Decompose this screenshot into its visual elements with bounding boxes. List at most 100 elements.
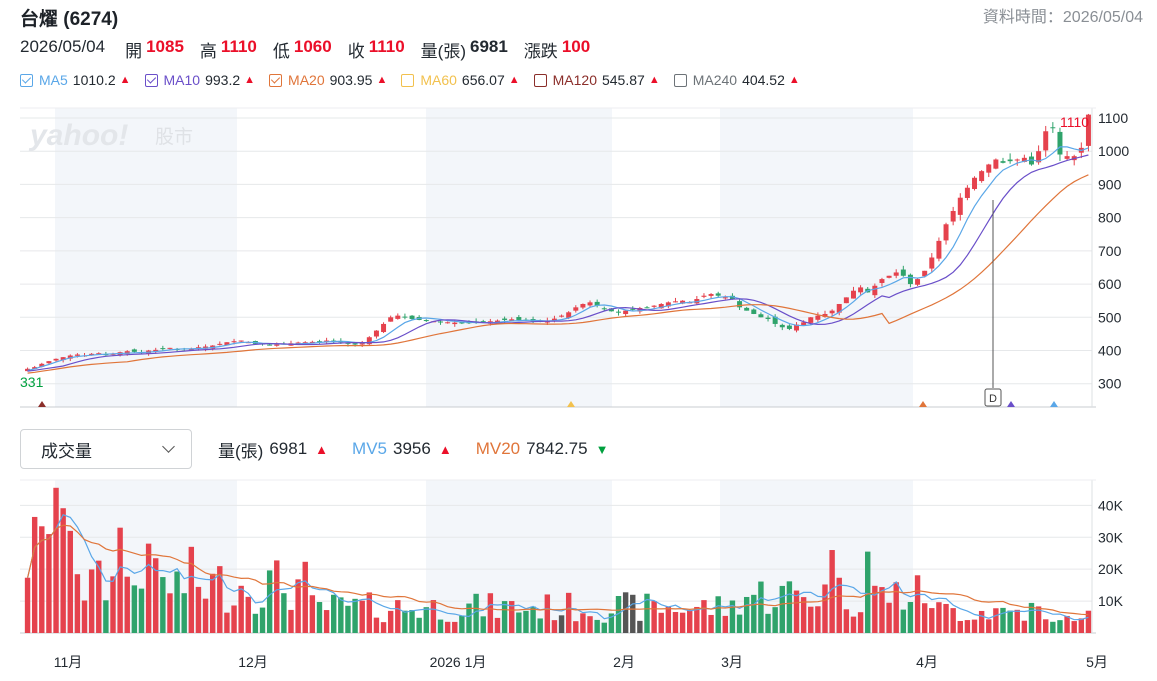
candle-body bbox=[701, 295, 707, 297]
ma-toggle-ma60[interactable]: MA60 656.07 ▲ bbox=[401, 72, 520, 88]
checkbox-ma20[interactable] bbox=[269, 73, 283, 87]
quote-low-value: 1060 bbox=[293, 37, 332, 56]
ma-toggle-ma120[interactable]: MA120 545.87 ▲ bbox=[533, 72, 660, 88]
ma-toggle-ma240[interactable]: MA240 404.52 ▲ bbox=[673, 72, 800, 88]
marker-label: D bbox=[989, 393, 997, 405]
quote-volume-value: 6981 bbox=[469, 37, 508, 56]
volume-bar bbox=[936, 602, 942, 633]
volume-bar bbox=[316, 602, 323, 633]
candle-body bbox=[551, 318, 557, 321]
candle-body bbox=[715, 293, 721, 296]
checkbox-ma5[interactable] bbox=[20, 73, 33, 87]
candle-body bbox=[644, 307, 650, 309]
volume-bar bbox=[687, 610, 693, 633]
ma-toggle-ma10[interactable]: MA10 993.2 ▲ bbox=[144, 72, 255, 88]
volume-bar bbox=[921, 603, 928, 633]
quote-bar: 2026/05/04 開 1085 高 1110 低 1060 收 1110 量… bbox=[20, 37, 606, 62]
volume-bar bbox=[1071, 621, 1077, 633]
candle-body bbox=[651, 305, 657, 307]
quote-change-value: 100 bbox=[561, 37, 591, 56]
candle-body bbox=[39, 363, 45, 367]
month-band bbox=[55, 108, 237, 407]
candle-body bbox=[907, 274, 913, 285]
volume-bar bbox=[893, 582, 899, 633]
month-band bbox=[426, 108, 612, 407]
quote-low-label: 低 bbox=[272, 42, 290, 61]
month-label: 4月 bbox=[916, 654, 938, 670]
triangle-down-icon: ▼ bbox=[595, 441, 609, 457]
candle-body bbox=[1085, 114, 1091, 146]
candle-body bbox=[616, 311, 622, 313]
volume-bar bbox=[808, 606, 814, 633]
indicator-select[interactable]: 成交量 bbox=[20, 429, 192, 469]
volume-bar bbox=[964, 620, 971, 633]
volume-bar bbox=[950, 608, 956, 633]
volume-bar bbox=[138, 588, 145, 633]
volume-bar bbox=[1021, 620, 1028, 633]
volume-bar bbox=[1050, 621, 1056, 633]
candle-body bbox=[637, 307, 643, 312]
candle-body bbox=[89, 353, 95, 356]
candle-body bbox=[879, 279, 885, 283]
volume-bar bbox=[544, 594, 551, 633]
month-label: 3月 bbox=[721, 654, 743, 670]
volume-bar bbox=[829, 550, 835, 633]
checkbox-ma120[interactable] bbox=[533, 73, 547, 87]
candle-body bbox=[423, 320, 429, 322]
volume-bar bbox=[217, 566, 223, 633]
candle-body bbox=[858, 287, 864, 293]
volume-bar bbox=[309, 595, 316, 633]
month-label: 2月 bbox=[613, 654, 635, 670]
candle-body bbox=[53, 358, 59, 361]
ma-toggle-ma20[interactable]: MA20 903.95 ▲ bbox=[269, 72, 387, 88]
candle-body bbox=[986, 164, 992, 173]
volume-bar bbox=[81, 600, 88, 633]
ma10-value: 993.2 bbox=[205, 72, 241, 88]
candle-body bbox=[324, 340, 330, 342]
ma20-name: MA20 bbox=[288, 72, 325, 88]
candle-body bbox=[893, 272, 899, 276]
volume-bar bbox=[281, 593, 287, 633]
volume-bar bbox=[530, 606, 536, 633]
volume-bar bbox=[338, 597, 344, 633]
candle-body bbox=[316, 341, 322, 343]
candle-body bbox=[238, 340, 244, 342]
chevron-down-icon bbox=[162, 440, 175, 453]
month-label: 12月 bbox=[238, 654, 268, 670]
volume-bar bbox=[793, 590, 800, 633]
month-label: 2026 1月 bbox=[430, 654, 487, 670]
quote-change-label: 漲跌 bbox=[523, 42, 558, 61]
candle-body bbox=[587, 302, 593, 306]
checkbox-ma60[interactable] bbox=[401, 73, 415, 87]
candle-body bbox=[822, 313, 828, 317]
candle-body bbox=[779, 324, 785, 328]
vol-indicator-mv5: MV5 3956 ▲ bbox=[352, 439, 452, 459]
yahoo-watermark: yahoo! bbox=[28, 119, 128, 152]
marker-box bbox=[984, 388, 1002, 407]
volume-indicator-row: 成交量 量(張) 6981 ▲ MV5 3956 ▲ MV20 7842.75 … bbox=[20, 428, 632, 470]
ma-toggle-ma5[interactable]: MA5 1010.2 ▲ bbox=[20, 72, 131, 88]
volume-bar bbox=[473, 593, 479, 633]
volume-bar bbox=[565, 592, 572, 633]
volume-bar bbox=[715, 596, 721, 633]
triangle-up-icon: ▲ bbox=[788, 74, 800, 86]
candle-body bbox=[786, 325, 792, 329]
volume-bar bbox=[231, 605, 237, 633]
price-tick-label: 500 bbox=[1098, 309, 1122, 325]
candle-body bbox=[160, 348, 166, 350]
candle-body bbox=[480, 321, 486, 323]
watermark-text: 股市 bbox=[155, 126, 193, 148]
volume-bar bbox=[615, 595, 622, 633]
mv5-line bbox=[27, 513, 1089, 621]
ma5-name: MA5 bbox=[39, 72, 68, 88]
candle-body bbox=[672, 301, 678, 303]
volume-bar bbox=[167, 593, 173, 633]
quote-volume-label: 量(張) bbox=[420, 42, 466, 61]
candle-body bbox=[765, 317, 771, 319]
checkbox-ma10[interactable] bbox=[144, 73, 158, 87]
volume-bar bbox=[943, 603, 949, 633]
checkbox-ma240[interactable] bbox=[673, 73, 687, 87]
candle-body bbox=[131, 349, 137, 352]
candle-body bbox=[737, 301, 743, 308]
